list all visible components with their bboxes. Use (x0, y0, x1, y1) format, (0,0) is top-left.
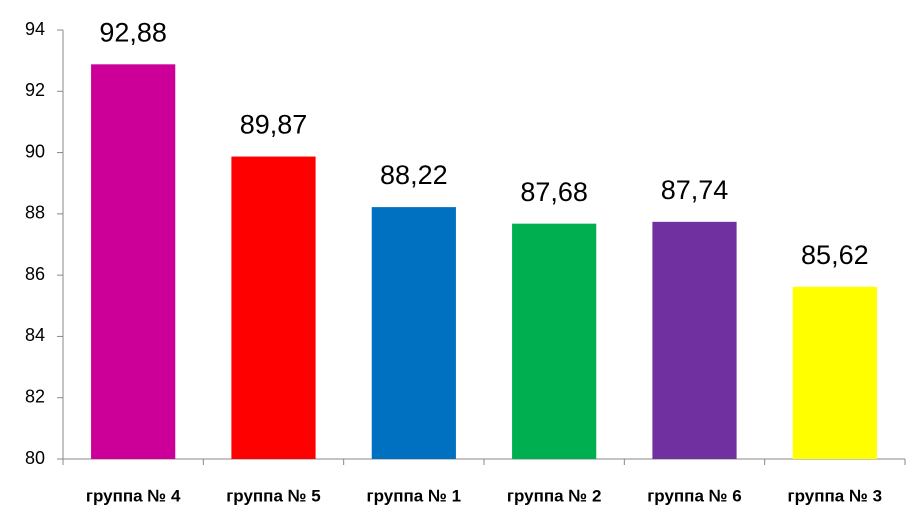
x-tick-label: группа № 6 (647, 486, 742, 505)
x-tick-label: группа № 1 (367, 486, 462, 505)
y-tick-label: 94 (25, 19, 45, 39)
value-label: 89,87 (240, 110, 308, 140)
value-label: 87,74 (661, 175, 729, 205)
x-tick-label: группа № 2 (507, 486, 602, 505)
value-label: 92,88 (99, 17, 167, 47)
value-label: 85,62 (801, 240, 869, 270)
y-tick-label: 86 (25, 264, 45, 284)
bar (91, 64, 176, 459)
bar (652, 221, 737, 459)
bar (231, 156, 316, 459)
y-tick-label: 92 (25, 80, 45, 100)
y-tick-label: 84 (25, 325, 45, 345)
value-label: 88,22 (380, 160, 448, 190)
value-label: 87,68 (520, 177, 588, 207)
x-tick-label: группа № 5 (226, 486, 321, 505)
y-tick-label: 90 (25, 141, 45, 161)
y-tick-label: 82 (25, 386, 45, 406)
bar (792, 286, 877, 459)
y-tick-label: 80 (25, 448, 45, 468)
bar (371, 207, 456, 459)
bar (512, 223, 597, 459)
x-tick-label: группа № 3 (788, 486, 883, 505)
x-tick-label: группа № 4 (86, 486, 181, 505)
y-tick-label: 88 (25, 203, 45, 223)
